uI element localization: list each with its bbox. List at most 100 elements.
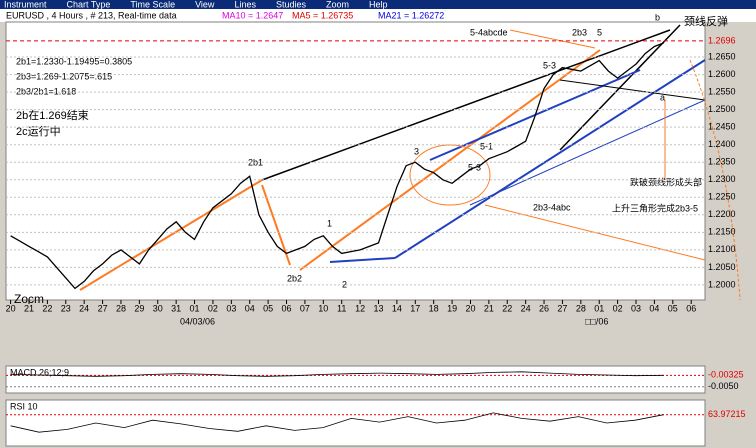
x-tick-label: 04 bbox=[245, 303, 255, 313]
wave-label: 5-3 bbox=[543, 60, 556, 70]
wave-label: 2b2 bbox=[287, 273, 302, 283]
y-tick-label: -0.0050 bbox=[708, 381, 739, 391]
x-tick-label: 26 bbox=[539, 303, 549, 313]
x-tick-label: 07 bbox=[300, 303, 310, 313]
x-tick-label: 24 bbox=[521, 303, 531, 313]
wave-label: 2 bbox=[342, 279, 347, 289]
price-line bbox=[10, 42, 664, 290]
x-tick-label: 11 bbox=[337, 303, 346, 313]
annotation: 上升三角形完成2b3-5 bbox=[612, 202, 698, 213]
x-tick-label: 27 bbox=[557, 303, 567, 313]
x-tick-label: 20 bbox=[465, 303, 475, 313]
y-tick-label: 1.2250 bbox=[708, 192, 736, 202]
y-tick-label: 1.2500 bbox=[708, 104, 736, 114]
annotation: 2b3=1.269-1.2075=.615 bbox=[16, 71, 112, 81]
x-tick-label: 24 bbox=[79, 303, 89, 313]
x-tick-label: 19 bbox=[447, 303, 457, 313]
annotation: 2b3/2b1=1.618 bbox=[16, 86, 76, 96]
menu-item[interactable]: Lines bbox=[234, 0, 256, 9]
indicator-line bbox=[10, 412, 664, 433]
menu-item[interactable]: Instrument bbox=[4, 0, 47, 9]
x-tick-label: 03 bbox=[631, 303, 641, 313]
y-tick-label: 1.2100 bbox=[708, 244, 736, 254]
macd-panel bbox=[5, 365, 706, 394]
x-tick-label: 17 bbox=[410, 303, 420, 313]
x-tick-label: 06 bbox=[686, 303, 696, 313]
x-tick-label: 31 bbox=[171, 303, 181, 313]
watermark: Zocm bbox=[14, 292, 44, 306]
y-tick-label: 1.2600 bbox=[708, 69, 736, 79]
menu-item[interactable]: View bbox=[195, 0, 215, 9]
x-tick-label: 12 bbox=[355, 303, 365, 313]
rsi-panel bbox=[5, 399, 706, 447]
menu-item[interactable]: Zoom bbox=[326, 0, 349, 9]
x-tick-label: 02 bbox=[613, 303, 623, 313]
reference-label: 1.2696 bbox=[708, 35, 736, 45]
price-panel bbox=[5, 21, 706, 301]
annotation: 2b1=1.2330-1.19495=0.3805 bbox=[16, 56, 132, 66]
wave-label: 5 bbox=[597, 27, 602, 37]
y-tick-label: 1.2400 bbox=[708, 139, 736, 149]
x-tick-label: 28 bbox=[116, 303, 126, 313]
x-tick-label: 01 bbox=[190, 303, 200, 313]
header-bar bbox=[0, 9, 756, 22]
date-label: □□/06 bbox=[585, 316, 608, 326]
y-tick-label: 1.2050 bbox=[708, 262, 736, 272]
y-tick-label: 1.2550 bbox=[708, 86, 736, 96]
y-tick-label: 63.97215 bbox=[708, 409, 746, 419]
y-tick-label: 1.2650 bbox=[708, 51, 736, 61]
x-tick-label: 21 bbox=[24, 303, 34, 313]
wave-label: 2b3-4abc bbox=[533, 202, 571, 212]
y-tick-label: 1.2300 bbox=[708, 174, 736, 184]
panel-title: MACD 26;12;9 bbox=[10, 367, 69, 377]
y-tick-label: 1.2200 bbox=[708, 209, 736, 219]
wave-label: 5-1 bbox=[480, 141, 493, 151]
y-tick-label: 1.2000 bbox=[708, 279, 736, 289]
y-tick-label: 1.2450 bbox=[708, 122, 736, 132]
menu-item[interactable]: Help bbox=[369, 0, 388, 9]
x-tick-label: 27 bbox=[98, 303, 108, 313]
y-tick-label: -0.00325 bbox=[708, 370, 744, 380]
wave-label: a bbox=[660, 92, 665, 102]
indicator-line bbox=[10, 371, 664, 377]
x-tick-label: 06 bbox=[282, 303, 292, 313]
x-tick-label: 22 bbox=[42, 303, 52, 313]
wave-label: 2b3 bbox=[572, 27, 587, 37]
menu-item[interactable]: Studies bbox=[276, 0, 307, 9]
x-tick-label: 04 bbox=[649, 303, 659, 313]
annotation: 2c运行中 bbox=[16, 125, 61, 138]
x-tick-label: 21 bbox=[484, 303, 494, 313]
ma5: MA5 = 1.26735 bbox=[292, 10, 353, 20]
wave-label: b bbox=[655, 12, 660, 22]
x-tick-label: 05 bbox=[263, 303, 273, 313]
menu-item[interactable]: Chart Type bbox=[67, 0, 111, 9]
panel-title: RSI 10 bbox=[10, 401, 38, 411]
x-tick-label: 29 bbox=[134, 303, 144, 313]
wave-label: 5-4abcde bbox=[470, 27, 508, 37]
instrument: EURUSD , 4 Hours , # 213, Real-time data bbox=[6, 10, 177, 20]
x-tick-label: 02 bbox=[208, 303, 218, 313]
annotation: 颈线反弹 bbox=[684, 14, 728, 28]
ma21: MA21 = 1.26272 bbox=[378, 10, 444, 20]
menu-bar bbox=[0, 0, 756, 9]
x-tick-label: 05 bbox=[668, 303, 678, 313]
wave-label: 3 bbox=[414, 146, 419, 156]
menu-item[interactable]: Time Scale bbox=[130, 0, 175, 9]
x-tick-label: 14 bbox=[392, 303, 402, 313]
x-tick-label: 01 bbox=[594, 303, 604, 313]
annotation: 2b在1.269结束 bbox=[16, 109, 89, 122]
ma10: MA10 = 1.2647 bbox=[222, 10, 283, 20]
x-tick-label: 22 bbox=[502, 303, 512, 313]
x-tick-label: 30 bbox=[153, 303, 163, 313]
wave-label: 1 bbox=[327, 218, 332, 228]
y-tick-label: 1.2350 bbox=[708, 157, 736, 167]
x-tick-label: 10 bbox=[318, 303, 328, 313]
annotation: 跌破颈线形成头部 bbox=[630, 176, 702, 187]
x-tick-label: 13 bbox=[373, 303, 383, 313]
x-tick-label: 28 bbox=[576, 303, 586, 313]
x-tick-label: 18 bbox=[429, 303, 439, 313]
x-tick-label: 20 bbox=[6, 303, 16, 313]
y-tick-label: 1.2150 bbox=[708, 227, 736, 237]
date-label: 04/03/06 bbox=[180, 316, 215, 326]
